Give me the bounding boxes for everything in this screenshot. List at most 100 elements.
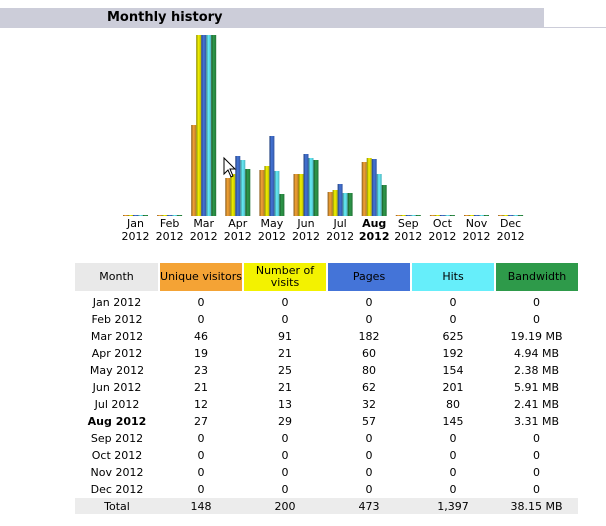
row-pages: 0 (365, 432, 373, 445)
row-visits: 13 (278, 398, 292, 411)
x-tick-label-month: Mar (193, 217, 214, 230)
row-month: Jul 2012 (94, 398, 140, 411)
table-row: Jul 2012 12 13 32 80 2.41 MB (75, 396, 578, 413)
bar-visits-nov-2012 (469, 215, 474, 216)
bar-pages-aug-2012 (371, 159, 377, 216)
row-visits: 0 (281, 483, 289, 496)
bar-pages-oct-2012 (439, 215, 445, 216)
table-row: Jan 2012 0 0 0 0 0 (75, 294, 578, 311)
row-month: Sep 2012 (90, 432, 144, 445)
row-hits: 0 (449, 296, 457, 309)
bar-hits-apr-2012 (240, 160, 246, 216)
row-pages: 60 (362, 347, 376, 360)
x-tick-label-year: 2012 (224, 230, 252, 243)
bar-visits-oct-2012 (434, 215, 440, 216)
bar-unique_visitors-apr-2012 (225, 178, 231, 216)
row-hits: 0 (449, 466, 457, 479)
x-tick-label-year: 2012 (258, 230, 286, 243)
row-pages: 0 (365, 313, 373, 326)
row-month: Mar 2012 (90, 330, 144, 343)
row-bandwidth: 0 (533, 449, 540, 462)
bar-visits-mar-2012 (196, 35, 202, 216)
bar-unique_visitors-feb-2012 (157, 215, 163, 216)
total-hits: 1,397 (411, 498, 495, 514)
row-hits: 0 (449, 483, 457, 496)
row-visits: 91 (278, 330, 292, 343)
bar-pages-jun-2012 (303, 154, 309, 216)
row-unique-visitors: 0 (197, 483, 205, 496)
bar-pages-sep-2012 (405, 215, 411, 216)
bar-visits-jan-2012 (128, 215, 133, 216)
bar-hits-nov-2012 (479, 215, 484, 216)
row-month: Dec 2012 (90, 483, 144, 496)
row-month: Oct 2012 (91, 449, 143, 462)
row-visits: 0 (281, 296, 289, 309)
row-hits: 145 (442, 415, 464, 428)
x-tick-label-month: Oct (433, 217, 453, 230)
bar-pages-feb-2012 (167, 215, 173, 216)
row-month: Apr 2012 (91, 347, 143, 360)
bar-bandwidth_mb-jun-2012 (313, 160, 319, 216)
totals-row: Total 148 200 473 1,397 38.15 MB (75, 498, 578, 514)
row-pages: 0 (365, 483, 373, 496)
row-pages: 182 (358, 330, 380, 343)
bar-bandwidth_mb-mar-2012 (211, 35, 217, 216)
bar-visits-jun-2012 (298, 174, 304, 216)
monthly-stats-table: Month Unique visitors Number of visits P… (75, 263, 578, 514)
bar-pages-mar-2012 (201, 35, 207, 216)
x-tick-label-month: Jun (296, 217, 314, 230)
bar-hits-dec-2012 (513, 215, 519, 216)
row-bandwidth: 5.91 MB (513, 381, 560, 394)
column-header-visits: Number of visits (243, 263, 328, 291)
x-tick-label-year: 2012 (326, 230, 354, 243)
row-bandwidth: 4.94 MB (513, 347, 560, 360)
bar-bandwidth_mb-sep-2012 (415, 215, 421, 216)
row-unique-visitors: 0 (197, 449, 205, 462)
total-pages: 473 (327, 498, 411, 514)
row-month: May 2012 (89, 364, 145, 377)
bar-hits-jun-2012 (308, 158, 314, 216)
row-pages: 57 (362, 415, 376, 428)
x-tick-label-year: 2012 (292, 230, 320, 243)
bar-visits-feb-2012 (162, 215, 168, 216)
row-unique-visitors: 12 (194, 398, 208, 411)
bar-visits-sep-2012 (400, 215, 406, 216)
bar-hits-oct-2012 (444, 215, 450, 216)
row-hits: 154 (442, 364, 464, 377)
x-tick-label-year: 2012 (463, 230, 491, 243)
bar-hits-aug-2012 (376, 174, 382, 216)
row-visits: 29 (278, 415, 292, 428)
row-pages: 80 (362, 364, 376, 377)
column-header-month: Month (75, 263, 160, 291)
column-header-bandwidth: Bandwidth (495, 263, 578, 291)
bar-hits-sep-2012 (410, 215, 416, 216)
row-hits: 201 (442, 381, 464, 394)
table-row: Dec 2012 0 0 0 0 0 (75, 481, 578, 498)
bar-hits-may-2012 (274, 171, 280, 216)
bar-bandwidth_mb-may-2012 (279, 194, 285, 216)
x-tick-label-year: 2012 (359, 230, 390, 243)
x-tick-label-month: Sep (398, 217, 419, 230)
x-tick-label-month: Jan (126, 217, 144, 230)
bar-bandwidth_mb-aug-2012 (381, 185, 387, 216)
total-unique-visitors: 148 (159, 498, 243, 514)
bar-visits-dec-2012 (503, 215, 509, 216)
section-title: Monthly history (107, 10, 223, 25)
bar-bandwidth_mb-apr-2012 (245, 169, 251, 216)
row-month: Jan 2012 (92, 296, 142, 309)
bar-bandwidth_mb-jul-2012 (347, 193, 353, 216)
table-row: Oct 2012 0 0 0 0 0 (75, 447, 578, 464)
column-header-unique-visitors: Unique visitors (159, 263, 244, 291)
bar-hits-feb-2012 (172, 215, 178, 216)
x-tick-label-year: 2012 (394, 230, 422, 243)
row-bandwidth: 2.38 MB (513, 364, 560, 377)
row-hits: 80 (446, 398, 460, 411)
row-visits: 0 (281, 432, 289, 445)
total-visits: 200 (243, 498, 327, 514)
x-tick-label-year: 2012 (428, 230, 456, 243)
x-tick-label-month: May (261, 217, 284, 230)
row-hits: 625 (442, 330, 464, 343)
row-unique-visitors: 46 (194, 330, 208, 343)
column-header-pages: Pages (327, 263, 412, 291)
x-tick-label-year: 2012 (122, 230, 150, 243)
